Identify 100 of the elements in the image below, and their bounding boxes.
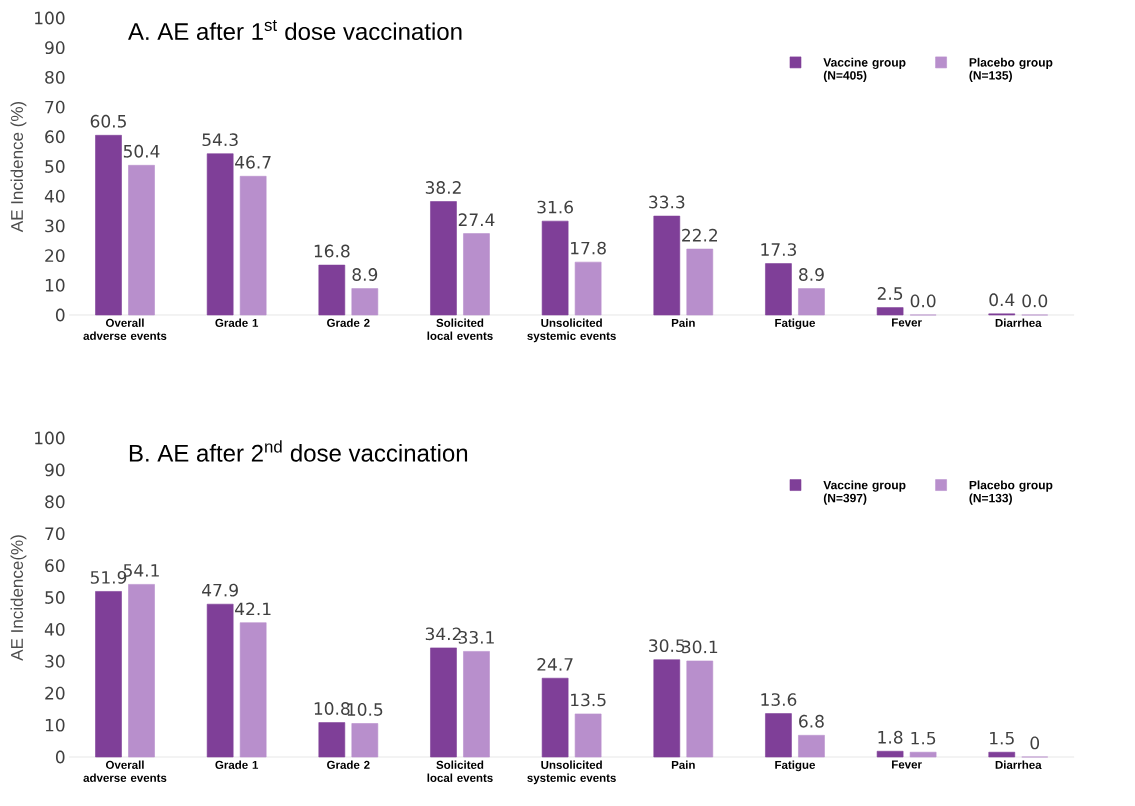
y-tick-label: 60 [45,130,65,144]
bar [206,603,234,758]
data-label: 8.9 [799,268,824,281]
bar [574,713,602,758]
y-tick-label: 10 [45,718,65,732]
data-label: 13.6 [761,693,797,706]
y-tick-label: 70 [45,527,65,541]
y-tick-label: 20 [45,686,65,700]
chart-title: A. AE after 1$^{st}$ dose vaccination [128,19,462,41]
y-tick-label: 70 [45,100,65,114]
x-tick-label: Grade 1 [215,760,259,769]
bar [95,135,122,316]
y-tick-label: 20 [45,249,65,263]
data-label: 31.6 [537,200,573,214]
bar [239,622,267,758]
data-label: 1.5 [911,731,936,745]
data-label: 0.0 [1022,294,1048,308]
x-tick-label: Grade 2 [327,318,370,327]
y-tick-label: 10 [45,278,65,292]
data-label: 27.4 [458,213,495,226]
x-tick-label: Solicited local events [427,318,493,340]
bar [463,233,490,316]
bar [128,165,155,316]
y-tick-label: 90 [45,41,65,55]
bar [909,751,937,758]
data-label: 42.1 [235,602,271,616]
x-tick-label: Grade 1 [215,318,259,327]
bar [95,591,122,758]
y-tick-label: 90 [45,463,65,477]
x-tick-label: Fatigue [775,318,816,330]
data-label: 60.5 [90,114,126,128]
bar [128,584,155,758]
bar [318,722,346,758]
data-label: 13.5 [571,693,606,707]
y-axis-title: AE Incidence(%) [10,535,27,661]
bar [351,288,379,316]
legend-label: Placebo group (N=133) [969,480,1053,505]
legend-label: Vaccine group (N=397) [823,480,906,505]
x-tick-label: Fever [892,760,922,769]
bar [239,175,267,316]
data-label: 17.8 [571,241,606,255]
data-label: 0.4 [989,293,1015,307]
data-label: 16.8 [314,244,350,258]
x-tick-label: Fever [892,318,922,327]
x-tick-label: Overall adverse events [83,318,167,340]
bar [541,220,569,316]
y-tick-label: 80 [45,70,65,84]
bar [653,659,681,758]
data-label: 24.7 [537,657,573,671]
bar [765,713,792,758]
bar [318,264,346,316]
data-label: 38.2 [425,181,461,194]
data-label: 33.3 [649,195,685,209]
x-tick-label: Diarrhea [995,318,1042,327]
y-tick-label: 0 [55,750,65,764]
x-tick-label: Overall adverse events [83,760,167,782]
data-label: 0.0 [910,294,936,308]
bar [574,261,602,316]
bar [463,651,490,758]
y-tick-label: 60 [45,559,65,573]
bar [430,647,457,758]
data-label: 6.8 [799,714,824,728]
x-tick-label: Unsolicited systemic events [527,318,616,343]
bar [876,307,904,316]
bar [686,660,714,758]
y-tick-label: 50 [45,591,65,604]
y-tick-label: 40 [44,622,65,636]
bar [798,288,825,316]
data-label: 46.7 [235,155,271,169]
data-label: 50.4 [123,144,160,158]
x-tick-label: Pain [671,318,695,327]
data-label: 2.5 [877,287,903,300]
y-axis-title: AE Incidence (%) [10,101,27,233]
legend-label: Placebo group (N=135) [969,57,1053,82]
bar [765,263,792,316]
data-label: 54.3 [202,133,238,147]
y-tick-label: 30 [45,219,65,233]
data-label: 17.3 [761,243,797,256]
y-tick-label: 40 [44,189,65,203]
data-label: 0 [1030,736,1040,750]
y-tick-label: 80 [45,495,65,509]
data-label: 1.8 [878,730,903,744]
data-label: 22.2 [682,228,718,242]
legend-label: Vaccine group (N=405) [823,57,906,82]
chart-title: B. AE after 2$^{nd}$ dose vaccination [129,440,468,462]
y-tick-label: 100 [35,11,65,25]
data-label: 8.9 [352,268,378,281]
bar [351,723,379,758]
y-tick-label: 50 [45,160,65,173]
x-tick-label: Grade 2 [327,760,370,769]
data-label: 47.9 [202,583,238,597]
y-tick-label: 100 [35,431,65,445]
bar [541,677,569,758]
y-tick-label: 30 [45,654,65,668]
x-tick-label: Fatigue [775,760,816,772]
x-tick-label: Pain [671,760,695,769]
bar [686,248,714,316]
bar [988,751,1016,758]
x-tick-label: Solicited local events [427,760,493,782]
bar [206,153,234,316]
